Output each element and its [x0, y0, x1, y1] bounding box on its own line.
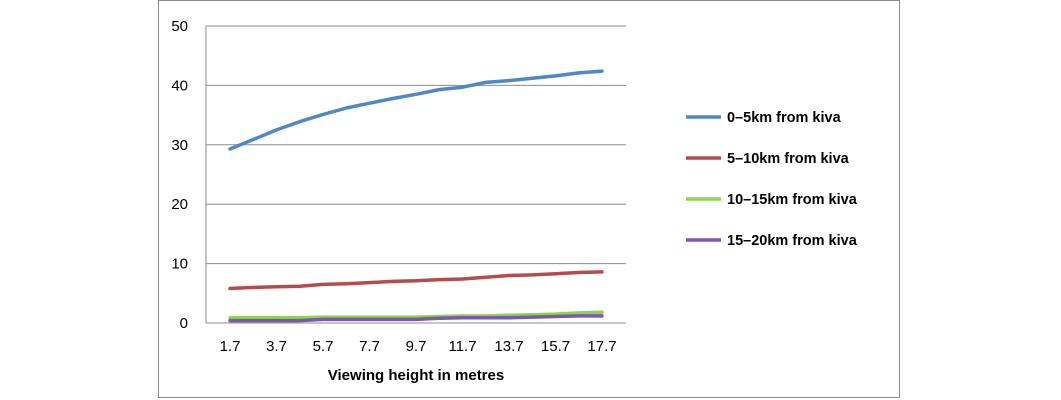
- y-tick-label: 30: [171, 137, 188, 154]
- legend-label-1: 0–5km from kiva: [727, 110, 842, 126]
- chart-frame: 0 10 20 30 40 50 1.7 3.7 5.7 7.7 9.7 11.7 13.7 15.7 1…: [158, 0, 900, 398]
- series-line-2: [228, 270, 604, 291]
- x-tick-label: 1.7: [220, 338, 241, 355]
- y-tick-label: 20: [171, 196, 188, 213]
- y-tick-label: 40: [171, 77, 188, 94]
- x-axis-title: Viewing height in metres: [328, 367, 504, 384]
- series-lines: [228, 69, 604, 323]
- series-line-4: [228, 314, 604, 323]
- x-tick-label: 7.7: [359, 338, 380, 355]
- x-tick-label: 9.7: [406, 338, 427, 355]
- y-tick-label: 0: [180, 315, 188, 332]
- legend-label-2: 5–10km from kiva: [727, 151, 850, 167]
- y-tick-label: 50: [171, 18, 188, 35]
- legend-label-4: 15–20km from kiva: [727, 233, 858, 249]
- y-tick-label: 10: [171, 256, 188, 273]
- legend-label-3: 10–15km from kiva: [727, 192, 858, 208]
- series-line-3: [228, 310, 604, 320]
- y-axis-ticks: 0 10 20 30 40 50: [171, 18, 188, 332]
- x-tick-label: 5.7: [313, 338, 334, 355]
- x-tick-label: 13.7: [494, 338, 523, 355]
- legend: 0–5km from kiva 5–10km from kiva 10–15km f…: [686, 110, 858, 249]
- series-line-1: [228, 69, 604, 151]
- x-tick-label: 3.7: [266, 338, 287, 355]
- x-tick-label: 15.7: [541, 338, 570, 355]
- x-axis-ticks: 1.7 3.7 5.7 7.7 9.7 11.7 13.7 15.7 17.7: [220, 338, 617, 355]
- x-tick-label: 11.7: [448, 338, 476, 355]
- x-tick-label: 17.7: [587, 338, 616, 355]
- gridlines: [205, 25, 626, 324]
